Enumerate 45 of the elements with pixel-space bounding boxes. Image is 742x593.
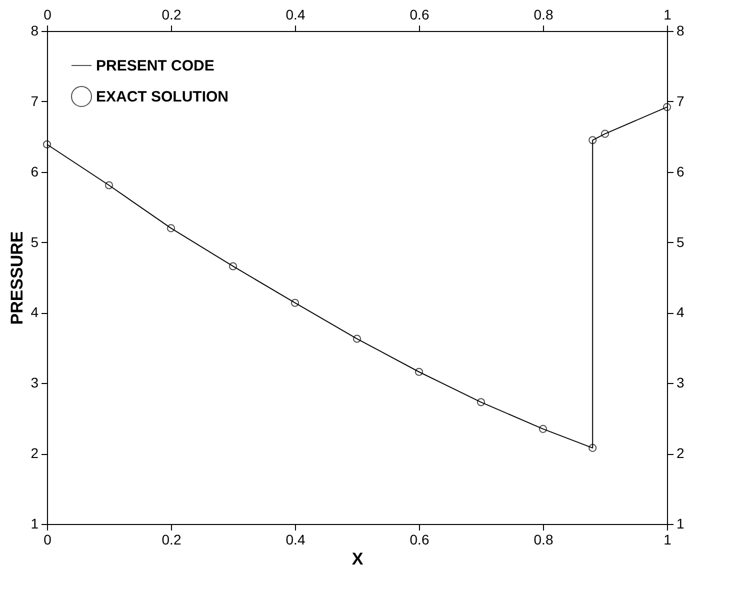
point (662, 103, 672, 112)
x2-tick-label: 0.8 (534, 6, 554, 22)
point (414, 368, 424, 376)
point (352, 334, 362, 343)
legend-label: EXACT SOLUTION (96, 88, 229, 106)
y2-tick-label: 6 (676, 163, 684, 180)
point (538, 424, 548, 433)
y2-tick-label: 2 (676, 445, 684, 462)
y-tick-label: 7 (30, 92, 39, 109)
x2-tick-label: 0 (44, 6, 52, 22)
x2-tick-label: 1 (664, 6, 672, 22)
y-tick-label: 6 (30, 163, 39, 180)
x-tick-label: 0.6 (410, 532, 430, 548)
x2-tick-label: 0.6 (410, 6, 430, 22)
y-tick-label: 2 (30, 445, 39, 462)
x-tick-label: 0.2 (162, 532, 182, 548)
point (228, 262, 238, 270)
x2-tick-label: 0.2 (162, 6, 182, 22)
y2-tick-label: 1 (676, 516, 684, 532)
x-axis-title: X (352, 550, 364, 568)
point (166, 224, 176, 232)
y2-tick-label: 3 (676, 374, 684, 391)
point (104, 181, 114, 190)
x-tick-label: 0.4 (286, 532, 306, 548)
y2-tick-label: 8 (676, 22, 684, 38)
y-tick-label: 4 (30, 304, 39, 320)
y-axis-title: PRESSURE (8, 231, 27, 325)
x-tick-label: 1 (664, 532, 672, 548)
y-tick-label: 8 (30, 22, 39, 38)
y-tick-label: 3 (30, 374, 39, 391)
point (588, 444, 597, 452)
x-tick-label: 0 (44, 532, 52, 548)
point (600, 130, 610, 138)
y2-tick-label: 5 (676, 234, 684, 250)
x2-tick-label: 0.4 (286, 6, 306, 22)
point (588, 136, 597, 144)
legend-label: PRESENT CODE (96, 58, 214, 74)
y-tick-label: 1 (30, 516, 39, 532)
point (290, 298, 300, 307)
y2-tick-label: 7 (676, 92, 684, 109)
y2-tick-label: 4 (676, 304, 684, 320)
y-tick-label: 5 (30, 234, 39, 250)
point (42, 140, 52, 148)
x-tick-label: 0.8 (534, 532, 554, 548)
point (476, 398, 486, 406)
